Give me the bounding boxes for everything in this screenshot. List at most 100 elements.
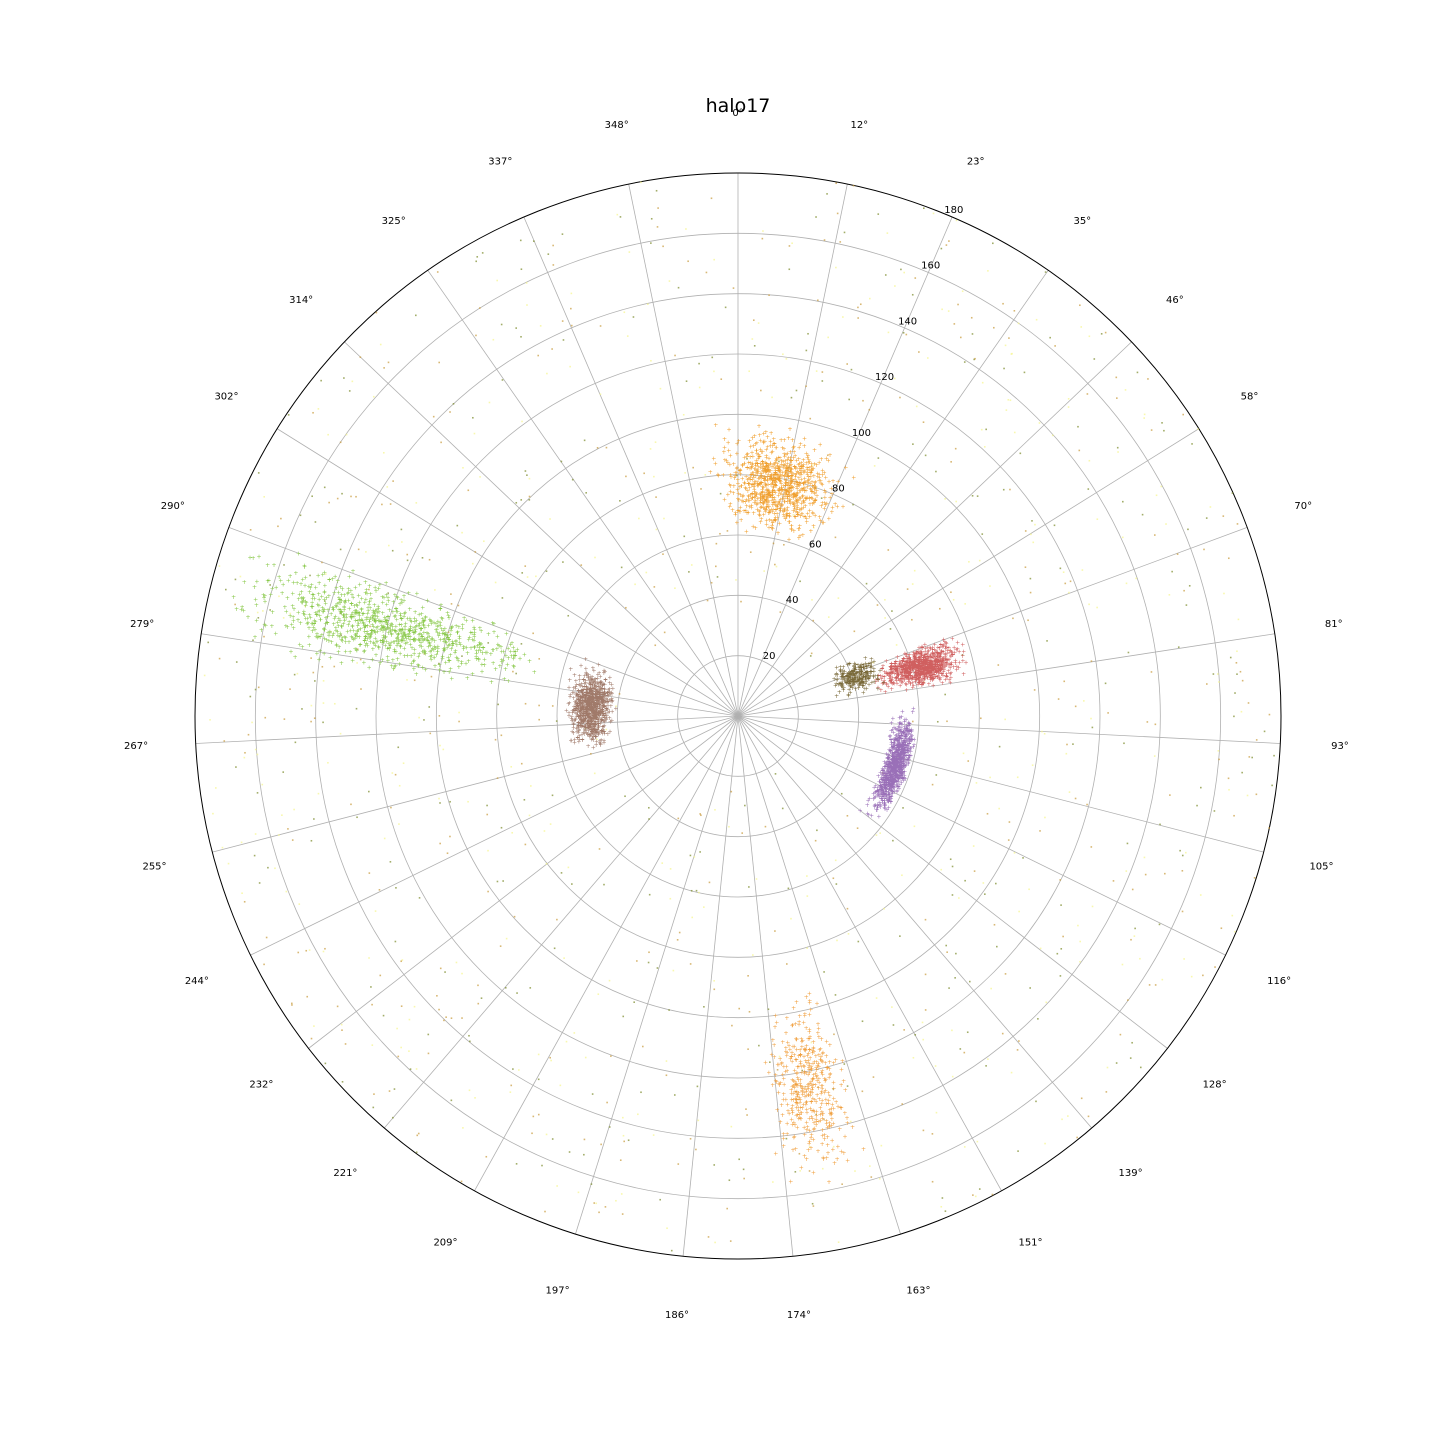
background-point bbox=[880, 1144, 883, 1147]
background-point bbox=[381, 503, 383, 506]
cluster-point: + bbox=[770, 523, 775, 530]
background-point bbox=[932, 212, 935, 215]
background-point bbox=[852, 503, 854, 506]
background-point bbox=[877, 213, 880, 215]
polar-frame bbox=[194, 172, 1282, 1260]
background-point bbox=[583, 1153, 585, 1156]
background-point bbox=[1121, 963, 1124, 966]
theta-grid-line bbox=[737, 715, 1002, 1191]
background-point bbox=[401, 541, 403, 543]
background-point bbox=[774, 773, 777, 775]
background-point bbox=[1190, 975, 1193, 978]
cluster-point: + bbox=[820, 519, 825, 526]
cluster-point: + bbox=[759, 480, 764, 487]
background-point bbox=[758, 1044, 760, 1047]
theta-grid-line bbox=[228, 527, 739, 717]
background-point bbox=[865, 582, 868, 585]
background-point bbox=[620, 566, 623, 569]
background-point bbox=[1181, 910, 1184, 913]
background-point bbox=[336, 1005, 339, 1008]
cluster-point: + bbox=[765, 474, 770, 481]
background-point bbox=[344, 1043, 347, 1045]
cluster-point: + bbox=[789, 478, 794, 485]
cluster-point: + bbox=[753, 473, 758, 480]
theta-grid-line bbox=[474, 715, 739, 1191]
background-point bbox=[379, 974, 382, 977]
cluster-point: + bbox=[811, 511, 816, 518]
cluster-point: + bbox=[776, 472, 781, 479]
background-point bbox=[1271, 784, 1273, 787]
cluster-point: + bbox=[578, 723, 583, 730]
background-point bbox=[1185, 604, 1188, 606]
cluster-point: + bbox=[761, 484, 766, 491]
cluster-point: + bbox=[784, 513, 789, 520]
background-point bbox=[512, 1068, 514, 1070]
background-point bbox=[877, 457, 880, 459]
background-point bbox=[1213, 810, 1216, 812]
background-point bbox=[951, 894, 954, 896]
cluster-point: + bbox=[799, 466, 804, 473]
cluster-point: + bbox=[911, 706, 916, 713]
cluster-point: + bbox=[784, 489, 789, 496]
background-point bbox=[1005, 409, 1008, 411]
cluster-point: + bbox=[608, 703, 613, 710]
background-point bbox=[837, 597, 840, 599]
background-point bbox=[510, 765, 513, 768]
background-point bbox=[805, 385, 807, 388]
cluster-point: + bbox=[791, 502, 796, 509]
background-point bbox=[1163, 429, 1165, 432]
cluster-point: + bbox=[728, 483, 733, 490]
background-point bbox=[647, 303, 649, 305]
background-point bbox=[839, 241, 842, 243]
background-point bbox=[814, 486, 817, 489]
background-point bbox=[775, 565, 778, 568]
background-point bbox=[531, 1132, 533, 1135]
cluster-point: + bbox=[794, 457, 799, 464]
background-point bbox=[299, 514, 302, 517]
cluster-point: + bbox=[803, 514, 808, 521]
background-point bbox=[278, 834, 280, 836]
background-point bbox=[1065, 752, 1068, 755]
background-point bbox=[656, 967, 659, 969]
background-point bbox=[509, 1091, 512, 1093]
background-point bbox=[1016, 776, 1019, 779]
background-point bbox=[409, 1068, 412, 1070]
background-point bbox=[1008, 821, 1011, 823]
cluster-point: + bbox=[762, 465, 767, 472]
background-point bbox=[264, 716, 267, 719]
background-point bbox=[841, 1183, 843, 1186]
background-point bbox=[1169, 794, 1171, 796]
cluster-point: + bbox=[727, 427, 732, 434]
background-point bbox=[736, 474, 738, 477]
background-point bbox=[1063, 680, 1066, 683]
cluster-point: + bbox=[884, 776, 889, 783]
cluster-point: + bbox=[725, 460, 730, 467]
cluster-point: + bbox=[805, 495, 810, 502]
background-point bbox=[799, 1170, 801, 1172]
background-point bbox=[444, 971, 446, 973]
cluster-point: + bbox=[793, 477, 798, 484]
background-point bbox=[296, 672, 299, 675]
background-point bbox=[1212, 673, 1215, 675]
background-point bbox=[336, 497, 339, 500]
cluster-point: + bbox=[767, 510, 772, 517]
background-point bbox=[742, 1168, 745, 1171]
cluster-point: + bbox=[794, 491, 799, 498]
background-point bbox=[1143, 856, 1146, 859]
cluster-point: + bbox=[912, 651, 917, 658]
background-point bbox=[1133, 935, 1136, 937]
cluster-point: + bbox=[799, 505, 804, 512]
background-point bbox=[1096, 606, 1098, 609]
background-point bbox=[914, 1033, 917, 1036]
cluster-point: + bbox=[765, 444, 770, 451]
cluster-point: + bbox=[762, 478, 767, 485]
background-point bbox=[931, 783, 934, 786]
cluster-point: + bbox=[751, 443, 756, 450]
background-point bbox=[985, 1065, 987, 1067]
cluster-point: + bbox=[777, 477, 782, 484]
background-point bbox=[1013, 431, 1016, 434]
cluster-point: + bbox=[890, 791, 895, 798]
background-point bbox=[1077, 425, 1079, 428]
cluster-point: + bbox=[748, 492, 753, 499]
cluster-point: + bbox=[722, 444, 727, 451]
